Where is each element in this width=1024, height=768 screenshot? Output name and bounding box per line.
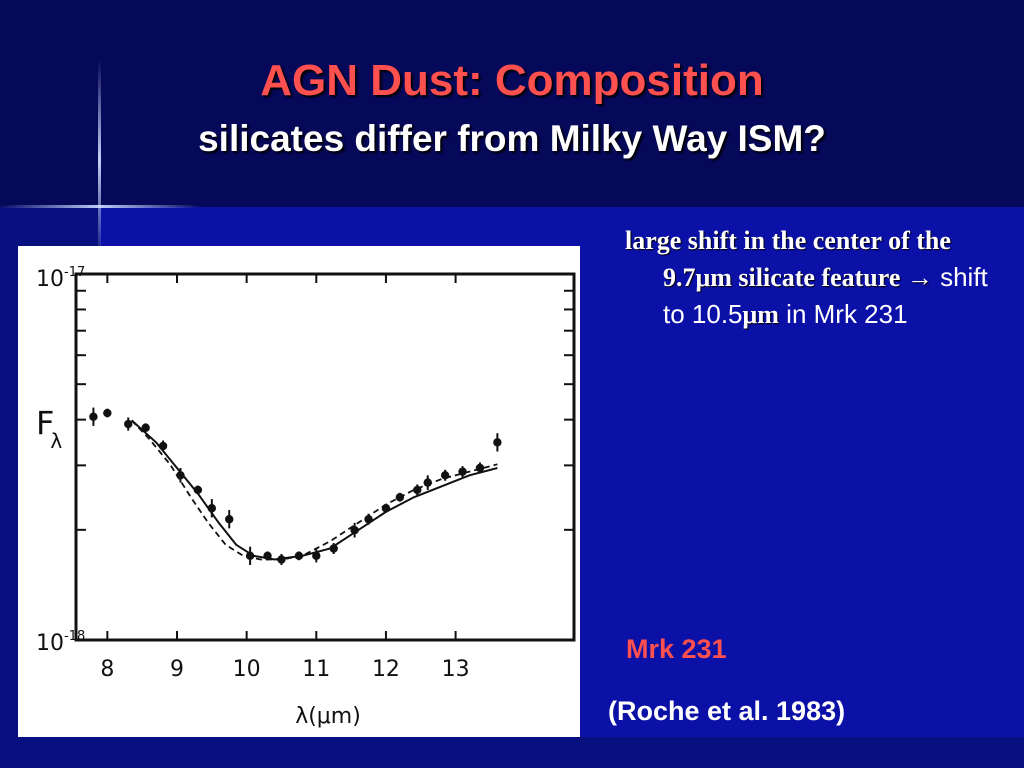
slide-title: AGN Dust: Composition — [260, 56, 764, 105]
data-point — [423, 478, 432, 487]
data-point — [141, 423, 150, 432]
bullet-part-4: m — [757, 300, 779, 329]
bullet-part-3: shift to 10.5 — [663, 262, 988, 329]
header-band — [0, 0, 1024, 207]
data-point — [413, 485, 422, 495]
series-dashed-line — [131, 419, 498, 561]
data-points — [89, 407, 502, 565]
x-tick-label: 13 — [442, 657, 470, 682]
y-axis-label: Fλ — [36, 404, 62, 453]
data-point — [245, 551, 255, 561]
data-point — [493, 438, 502, 447]
data-point — [103, 408, 112, 418]
citation-label: (Roche et al. 1983) — [608, 696, 846, 726]
chart-panel: 8 9 10 11 12 13 10-17 10-18 Fλ λ(μm) — [18, 246, 580, 737]
data-point — [225, 515, 234, 524]
data-point — [89, 412, 98, 421]
data-point — [294, 551, 304, 561]
data-point — [381, 504, 391, 513]
data-point — [176, 471, 185, 480]
mu-symbol: μ — [742, 300, 758, 329]
data-point — [458, 467, 467, 476]
data-point — [263, 551, 272, 561]
bullet-part-5: in Mrk 231 — [778, 299, 908, 329]
y-ticks — [76, 289, 574, 531]
x-tick-label: 12 — [372, 657, 400, 682]
x-tick-label: 8 — [100, 657, 114, 682]
data-point — [350, 526, 359, 535]
x-tick-label: 10 — [233, 657, 261, 682]
slide-subtitle: silicates differ from Milky Way ISM? — [198, 118, 826, 159]
data-point — [312, 551, 321, 561]
x-axis-label: λ(μm) — [295, 704, 361, 729]
bottom-accent-strip — [100, 737, 1024, 768]
data-point — [158, 441, 168, 451]
object-name-label: Mrk 231 — [626, 634, 727, 664]
series-solid-line — [131, 419, 498, 561]
data-point — [440, 471, 450, 480]
mu-symbol: μ — [695, 263, 711, 292]
x-tick-label: 11 — [302, 657, 330, 682]
y-tick-label-bottom: 10-18 — [36, 629, 85, 656]
data-point — [364, 515, 373, 524]
data-point — [395, 493, 405, 502]
data-point — [193, 485, 203, 495]
x-ticks: 8 9 10 11 12 13 — [100, 274, 470, 682]
sparkle-vertical-line — [98, 60, 101, 260]
y-tick-label-top: 10-17 — [36, 265, 85, 292]
plot-frame — [74, 272, 576, 642]
data-point — [124, 419, 133, 429]
x-tick-label: 9 — [170, 657, 184, 682]
data-point — [475, 463, 485, 473]
bullet-part-2: m silicate feature — [710, 263, 907, 292]
data-point — [277, 555, 286, 564]
data-point — [207, 504, 217, 513]
spectrum-chart: 8 9 10 11 12 13 10-17 10-18 Fλ λ(μm) — [36, 265, 576, 729]
data-point — [329, 544, 338, 553]
bullet-part-1: large shift in the center of the 9.7 — [625, 226, 951, 292]
arrow-symbol: → — [906, 263, 933, 292]
bullet-text: large shift in the center of the 9.7μm s… — [625, 222, 1005, 333]
